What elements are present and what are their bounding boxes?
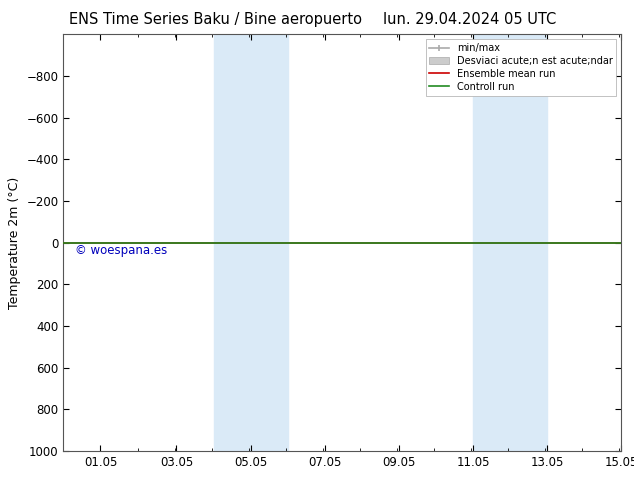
Bar [214,34,288,451]
Y-axis label: Temperature 2m (°C): Temperature 2m (°C) [8,176,21,309]
Text: ENS Time Series Baku / Bine aeropuerto: ENS Time Series Baku / Bine aeropuerto [69,12,362,27]
Text: lun. 29.04.2024 05 UTC: lun. 29.04.2024 05 UTC [382,12,556,27]
Legend: min/max, Desviaci acute;n est acute;ndar, Ensemble mean run, Controll run: min/max, Desviaci acute;n est acute;ndar… [425,39,616,96]
Bar [473,34,547,451]
Text: © woespana.es: © woespana.es [75,244,167,257]
